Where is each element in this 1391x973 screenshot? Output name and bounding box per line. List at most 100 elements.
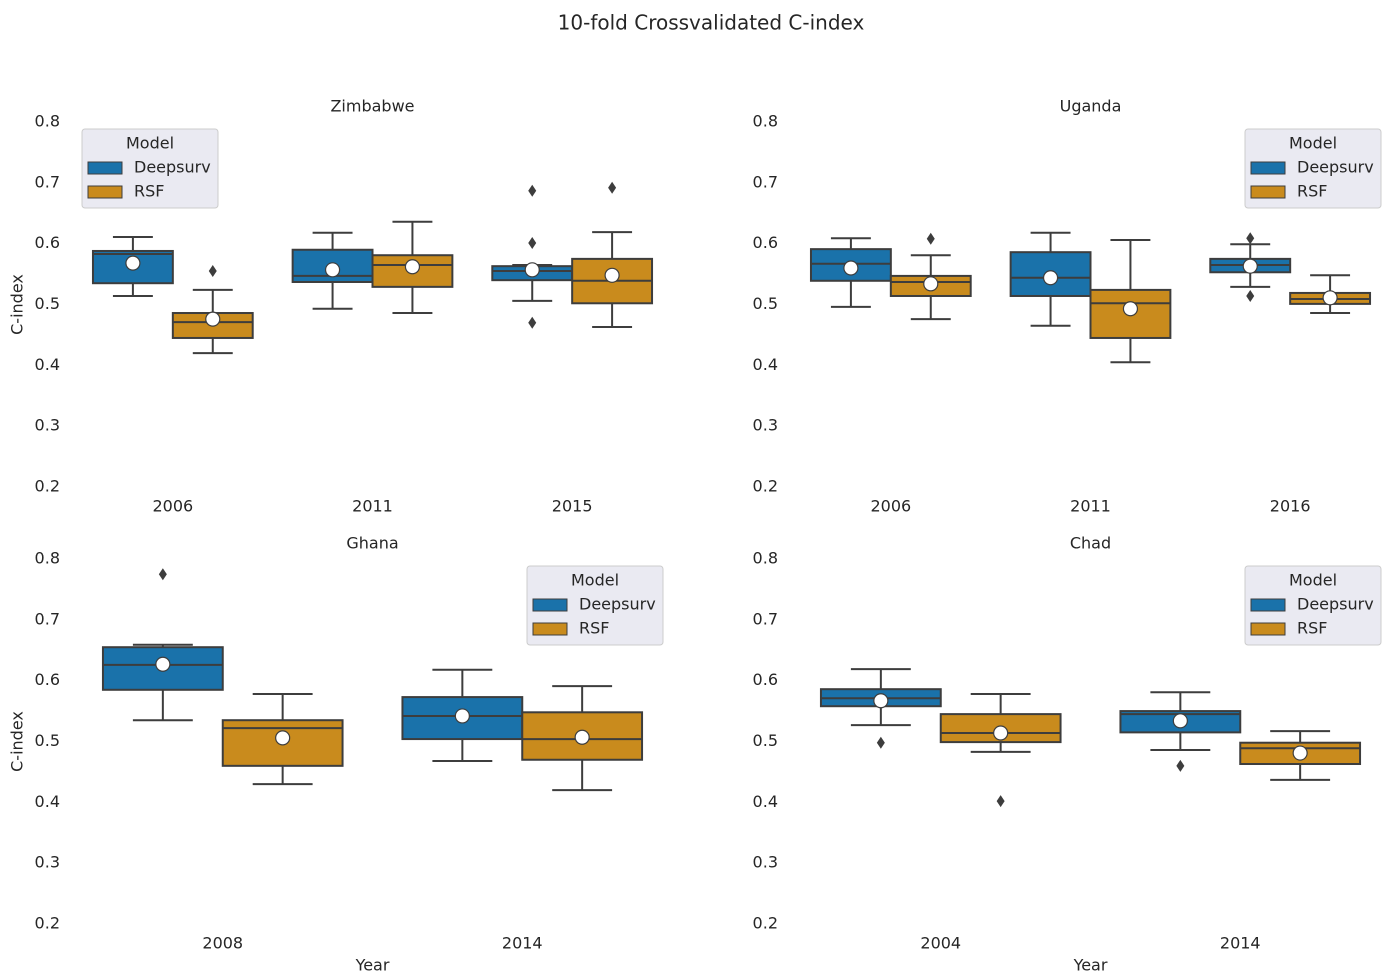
legend-label: Deepsurv	[1297, 595, 1374, 614]
outlier	[158, 568, 167, 581]
y-tick-label: 0.8	[753, 112, 778, 131]
chart-title: 10-fold Crossvalidated C-index	[558, 11, 865, 35]
x-tick-label: 2006	[870, 497, 911, 516]
y-tick-label: 0.7	[753, 172, 778, 191]
legend-swatch	[1250, 185, 1286, 199]
x-tick-label: 2016	[1270, 497, 1311, 516]
x-tick-label: 2015	[552, 497, 593, 516]
y-tick-label: 0.4	[35, 792, 60, 811]
outlier	[608, 181, 617, 194]
legend-swatch	[532, 622, 568, 636]
y-tick-label: 0.6	[753, 670, 778, 689]
legend-label: Deepsurv	[579, 595, 656, 614]
mean-marker	[524, 262, 540, 278]
mean-marker	[1122, 301, 1139, 317]
subplot-title: Zimbabwe	[330, 97, 414, 116]
legend-swatch	[1250, 161, 1286, 175]
y-tick-label: 0.2	[35, 914, 60, 933]
y-tick-label: 0.5	[35, 294, 60, 313]
y-tick-label: 0.6	[753, 233, 778, 252]
legend-title: Model	[571, 571, 619, 590]
y-tick-label: 0.4	[35, 355, 60, 374]
y-tick-label: 0.4	[753, 355, 778, 374]
legend-label: RSF	[134, 182, 164, 201]
y-tick-label: 0.5	[35, 731, 60, 750]
y-tick-label: 0.3	[753, 416, 778, 435]
legend-label: RSF	[579, 619, 609, 638]
x-axis-label: Year	[355, 956, 390, 973]
y-axis-label: C-index	[8, 711, 27, 772]
y-tick-label: 0.7	[35, 172, 60, 191]
outlier	[528, 237, 537, 250]
legend-label: Deepsurv	[1297, 158, 1374, 177]
y-tick-label: 0.8	[35, 112, 60, 131]
mean-marker	[275, 730, 291, 746]
y-axis-label: C-index	[8, 274, 27, 335]
mean-marker	[1242, 258, 1258, 274]
outlier	[528, 184, 537, 197]
mean-marker	[993, 725, 1009, 741]
legend-label: RSF	[1297, 619, 1327, 638]
y-tick-label: 0.6	[35, 233, 60, 252]
y-tick-label: 0.4	[753, 792, 778, 811]
y-tick-label: 0.5	[753, 294, 778, 313]
mean-marker	[604, 267, 620, 283]
legend-label: RSF	[1297, 182, 1327, 201]
x-tick-label: 2014	[502, 934, 543, 953]
mean-marker	[923, 276, 939, 292]
legend-title: Model	[1289, 571, 1337, 590]
subplot-title: Chad	[1070, 534, 1111, 553]
mean-marker	[1172, 713, 1188, 729]
legend-swatch	[1250, 622, 1286, 636]
mean-marker	[404, 259, 421, 275]
x-tick-label: 2008	[202, 934, 243, 953]
y-tick-label: 0.8	[35, 549, 60, 568]
mean-marker	[155, 656, 171, 672]
y-tick-label: 0.7	[35, 609, 60, 628]
y-tick-label: 0.3	[35, 853, 60, 872]
y-tick-label: 0.8	[753, 549, 778, 568]
x-tick-label: 2006	[152, 497, 193, 516]
outlier	[876, 736, 885, 749]
y-tick-label: 0.6	[35, 670, 60, 689]
mean-marker	[454, 708, 470, 724]
subplot-title: Ghana	[346, 534, 398, 553]
legend-swatch	[87, 185, 123, 199]
x-tick-label: 2014	[1220, 934, 1261, 953]
y-tick-label: 0.3	[753, 853, 778, 872]
outlier	[208, 265, 217, 278]
x-tick-label: 2004	[920, 934, 961, 953]
y-tick-label: 0.7	[753, 609, 778, 628]
outlier	[926, 232, 935, 245]
y-tick-label: 0.2	[35, 477, 60, 496]
legend-swatch	[87, 161, 123, 175]
mean-marker	[1322, 290, 1338, 306]
legend-title: Model	[1289, 134, 1337, 153]
outlier	[996, 795, 1005, 808]
legend-swatch	[1250, 598, 1286, 612]
x-tick-label: 2011	[352, 497, 393, 516]
subplot-title: Uganda	[1060, 97, 1122, 116]
y-tick-label: 0.3	[35, 416, 60, 435]
mean-marker	[205, 311, 221, 327]
x-tick-label: 2011	[1070, 497, 1111, 516]
mean-marker	[574, 729, 590, 745]
outlier	[528, 316, 537, 329]
mean-marker	[1292, 745, 1308, 761]
y-tick-label: 0.5	[753, 731, 778, 750]
y-tick-label: 0.2	[753, 914, 778, 933]
mean-marker	[843, 260, 859, 276]
mean-marker	[324, 262, 341, 278]
outlier	[1176, 759, 1185, 772]
mean-marker	[873, 693, 889, 709]
legend-swatch	[532, 598, 568, 612]
mean-marker	[125, 255, 141, 271]
x-axis-label: Year	[1073, 956, 1108, 973]
legend-title: Model	[126, 134, 174, 153]
legend-label: Deepsurv	[134, 158, 211, 177]
outlier	[1246, 289, 1255, 302]
outlier	[1246, 232, 1255, 245]
y-tick-label: 0.2	[753, 477, 778, 496]
mean-marker	[1042, 270, 1059, 286]
